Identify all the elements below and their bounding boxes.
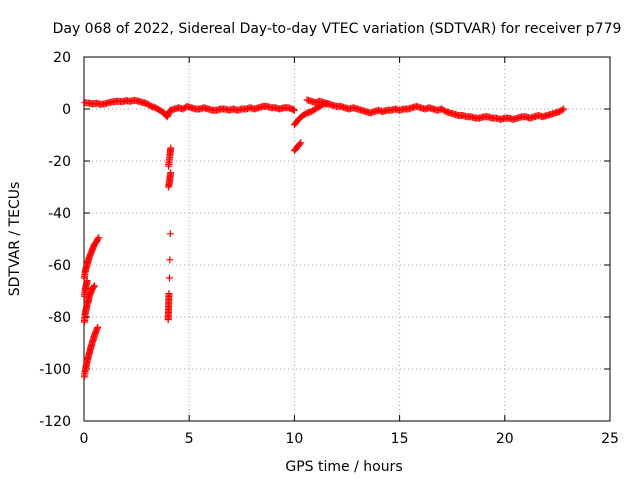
series-start-segment-a — [80, 234, 103, 282]
series-upper-band-10-11-5-h — [303, 96, 332, 108]
series-trace-after-10-h — [290, 100, 568, 129]
series-drop-near-4-h — [164, 144, 175, 324]
x-tick-label: 0 — [80, 431, 89, 447]
data-point — [167, 169, 175, 177]
plot-frame — [83, 56, 611, 422]
x-tick-label: 25 — [601, 431, 619, 447]
data-point — [83, 277, 91, 285]
series-start-segment-d — [80, 277, 91, 300]
y-tick-label: -40 — [48, 206, 71, 222]
data-point — [290, 106, 298, 114]
x-tick-label: 10 — [285, 431, 303, 447]
x-tick-label: 20 — [496, 431, 514, 447]
data-point — [296, 140, 304, 148]
data-point — [167, 144, 175, 152]
data-points — [80, 96, 568, 381]
data-point — [558, 106, 566, 114]
y-tick-label: -120 — [39, 414, 71, 430]
data-point — [297, 139, 305, 147]
data-point — [91, 282, 99, 290]
y-tick-label: 20 — [53, 50, 71, 66]
series-start-segment-c — [80, 323, 102, 381]
data-point — [560, 105, 568, 113]
data-point — [89, 283, 97, 291]
y-axis: 20 0 -20 -40 -60 -80 -100 -120 — [39, 50, 610, 430]
y-tick-label: -80 — [48, 310, 71, 326]
series-main-trace — [81, 96, 298, 121]
data-point — [324, 100, 332, 108]
data-point — [94, 323, 102, 331]
y-tick-label: -60 — [48, 258, 71, 274]
data-point — [166, 256, 174, 264]
chart-title: Day 068 of 2022, Sidereal Day-to-day VTE… — [53, 21, 622, 37]
y-tick-label: 0 — [62, 102, 71, 118]
data-point — [94, 235, 102, 243]
x-tick-label: 15 — [391, 431, 409, 447]
data-point — [166, 230, 174, 238]
y-tick-label: -100 — [39, 362, 71, 378]
x-axis: 0 5 10 15 20 25 — [80, 57, 619, 447]
data-point — [165, 290, 173, 298]
x-tick-label: 5 — [185, 431, 194, 447]
data-point — [289, 106, 297, 114]
data-point — [165, 274, 173, 282]
y-tick-label: -20 — [48, 154, 71, 170]
x-axis-label: GPS time / hours — [285, 459, 402, 475]
series-outlier-segment-at-10-h — [290, 139, 305, 155]
data-point — [95, 234, 103, 242]
y-axis-label: SDTVAR / TECUs — [7, 182, 23, 297]
